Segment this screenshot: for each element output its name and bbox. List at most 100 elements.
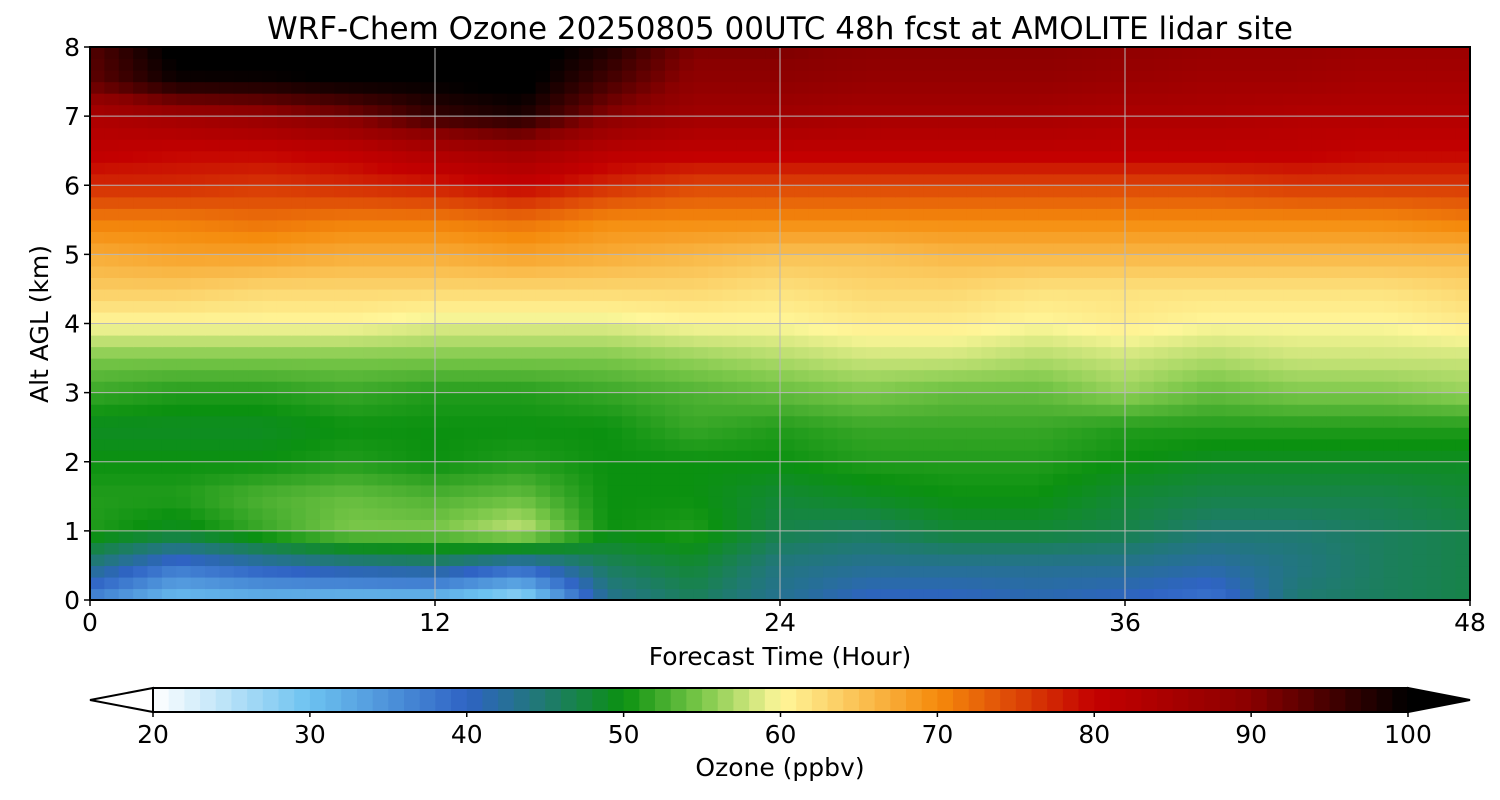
heatmap-cell <box>535 450 551 463</box>
heatmap-cell <box>291 254 307 267</box>
heatmap-cell <box>621 335 637 348</box>
heatmap-cell <box>1038 185 1054 198</box>
heatmap-cell <box>420 219 436 232</box>
heatmap-cell <box>435 70 450 83</box>
heatmap-cell <box>550 288 565 302</box>
heatmap-cell <box>1139 438 1155 451</box>
heatmap-cell <box>923 553 939 567</box>
heatmap-cell <box>262 288 278 302</box>
heatmap-cell <box>995 300 1011 313</box>
heatmap-cell <box>1311 219 1327 232</box>
heatmap-cell <box>1254 369 1270 382</box>
heatmap-cell <box>1369 346 1385 359</box>
heatmap-cell <box>895 93 910 106</box>
heatmap-cell <box>176 507 192 520</box>
heatmap-cell <box>1268 127 1284 140</box>
heatmap-cell <box>161 346 177 359</box>
heatmap-cell <box>823 265 839 279</box>
heatmap-cell <box>190 530 206 543</box>
heatmap-cell <box>521 277 537 290</box>
heatmap-cell <box>391 127 407 140</box>
heatmap-cell <box>90 553 105 567</box>
heatmap-cell <box>463 70 479 83</box>
heatmap-cell <box>1383 588 1399 601</box>
heatmap-cell <box>679 104 695 117</box>
heatmap-cell <box>262 70 278 83</box>
heatmap-cell <box>1225 450 1241 463</box>
heatmap-cell <box>578 116 594 129</box>
heatmap-cell <box>722 254 738 267</box>
heatmap-cell <box>952 162 968 175</box>
heatmap-cell <box>1024 323 1040 336</box>
heatmap-cell <box>866 530 882 543</box>
heatmap-cell <box>765 507 781 520</box>
heatmap-cell <box>449 519 465 532</box>
heatmap-cell <box>118 127 134 140</box>
heatmap-cell <box>966 415 982 428</box>
heatmap-cell <box>550 588 565 601</box>
heatmap-cell <box>1053 576 1069 590</box>
heatmap-cell <box>305 576 321 590</box>
heatmap-cell <box>1254 542 1270 555</box>
heatmap-cell <box>665 231 680 244</box>
heatmap-cell <box>1225 588 1241 601</box>
heatmap-cell <box>851 219 867 232</box>
heatmap-cell <box>1369 576 1385 590</box>
heatmap-cell <box>104 242 120 255</box>
heatmap-cell <box>1096 438 1112 451</box>
heatmap-cell <box>1240 358 1255 371</box>
heatmap-cell <box>1168 496 1184 509</box>
heatmap-cell <box>348 162 364 175</box>
heatmap-cell <box>435 461 450 474</box>
heatmap-cell <box>1067 346 1083 359</box>
heatmap-cell <box>1326 519 1342 532</box>
heatmap-cell <box>578 323 594 336</box>
heatmap-cell <box>966 208 982 221</box>
heatmap-cell <box>550 173 565 186</box>
heatmap-cell <box>1196 369 1212 382</box>
heatmap-cell <box>751 450 767 463</box>
heatmap-cell <box>161 369 177 382</box>
heatmap-cell <box>521 496 537 509</box>
heatmap-cell <box>1311 116 1327 129</box>
heatmap-cell <box>1412 484 1428 497</box>
heatmap-cell <box>219 81 235 94</box>
heatmap-cell <box>1110 300 1126 313</box>
heatmap-cell <box>205 346 220 359</box>
heatmap-cell <box>147 81 163 94</box>
heatmap-cell <box>1369 415 1385 428</box>
heatmap-cell <box>1240 185 1255 198</box>
heatmap-cell <box>1196 438 1212 451</box>
heatmap-cell <box>1225 461 1241 474</box>
heatmap-cell <box>650 208 666 221</box>
heatmap-cell <box>1139 139 1155 152</box>
heatmap-cell <box>1340 346 1356 359</box>
heatmap-cell <box>880 277 896 290</box>
heatmap-cell <box>104 196 120 209</box>
heatmap-cell <box>837 588 853 601</box>
heatmap-cell <box>966 173 982 186</box>
heatmap-cell <box>895 438 910 451</box>
heatmap-cell <box>1168 139 1184 152</box>
heatmap-cell <box>1311 162 1327 175</box>
heatmap-cell <box>981 335 997 348</box>
heatmap-cell <box>1398 185 1414 198</box>
heatmap-cell <box>219 47 235 60</box>
heatmap-cell <box>463 208 479 221</box>
heatmap-cell <box>851 173 867 186</box>
heatmap-cell <box>406 277 422 290</box>
heatmap-cell <box>276 116 292 129</box>
heatmap-cell <box>1038 542 1054 555</box>
heatmap-cell <box>1168 70 1184 83</box>
heatmap-cell <box>535 415 551 428</box>
heatmap-cell <box>1153 553 1169 567</box>
heatmap-cell <box>1225 381 1241 394</box>
heatmap-cell <box>1211 242 1227 255</box>
heatmap-cell <box>478 565 494 578</box>
heatmap-cell <box>348 542 364 555</box>
heatmap-cell <box>1369 507 1385 520</box>
heatmap-cell <box>205 104 220 117</box>
heatmap-cell <box>578 173 594 186</box>
heatmap-cell <box>435 58 450 71</box>
heatmap-cell <box>966 484 982 497</box>
